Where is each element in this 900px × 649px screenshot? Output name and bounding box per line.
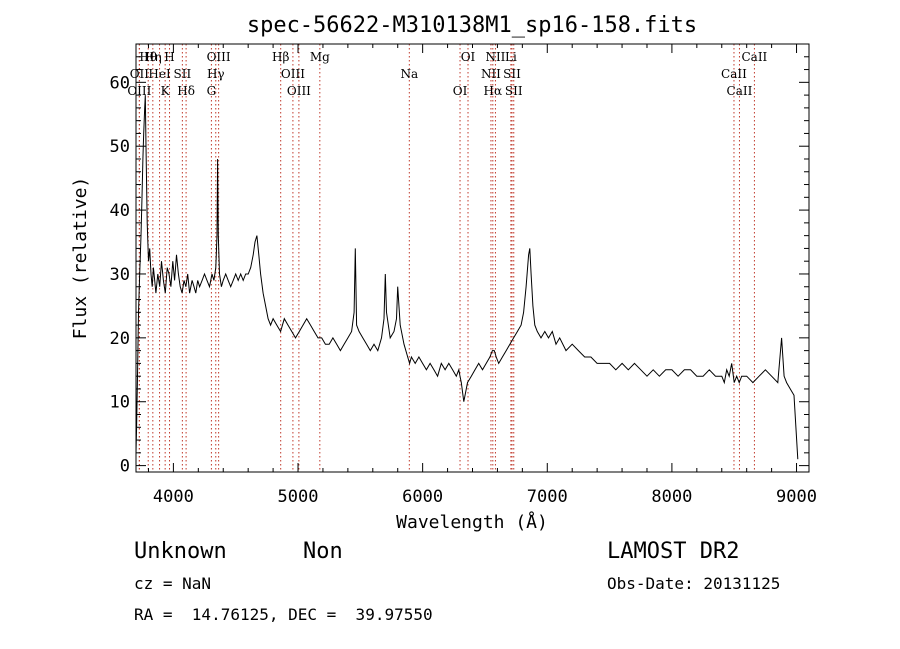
survey-name: LAMOST DR2 [607,539,739,564]
line-label: OIII [287,84,311,98]
x-axis-label: Wavelength (Å) [396,511,548,533]
y-tick-label: 0 [120,457,130,477]
spectrum-line [135,95,799,460]
line-label: Hγ [207,67,225,81]
line-label: OI [453,84,468,98]
cz-value: cz = NaN [134,574,211,593]
emission-line-labels: HθOIIOIIIHηHeIKHSIIHδOIIIHγGHβOIIIOIIIMg… [127,50,767,98]
y-tick-label: 30 [110,265,130,285]
y-tick-label: 20 [110,329,130,349]
line-label: OII [130,67,150,81]
x-tick-label: 9000 [776,487,817,507]
y-axis-label: Flux (relative) [70,177,91,340]
line-label: G [207,84,217,98]
line-label: OIII [127,84,151,98]
line-label: NII [485,50,505,64]
line-label: CaII [727,84,753,98]
line-label: H [164,50,174,64]
object-subclass: Non [303,539,343,564]
line-label: CaII [721,67,747,81]
y-axis-ticks: 0 10 20 30 40 50 60 [110,56,809,477]
line-label: OIII [281,67,305,81]
plot-frame [135,43,810,473]
y-tick-label: 40 [110,201,130,221]
emission-line-markers [138,44,755,472]
line-label: Hθ [139,50,157,64]
chart-title: spec-56622-M310138M1_sp16-158.fits [247,13,697,38]
x-tick-label: 5000 [278,487,319,507]
object-class: Unknown [134,539,227,564]
line-label: Hβ [272,50,289,64]
line-label: SII [503,67,521,81]
line-label: Mg [310,50,330,64]
x-axis-ticks: 4000 5000 6000 7000 8000 9000 [147,44,817,507]
line-label: Hη [144,50,162,64]
line-label: HeI [148,67,171,81]
line-label: SII [505,84,523,98]
line-label: OIII [207,50,231,64]
line-label: Na [400,67,418,81]
line-label: CaII [741,50,767,64]
line-label: K [161,84,171,98]
line-label: NII [481,67,501,81]
coordinates: RA = 14.76125, DEC = 39.97550 [134,605,433,624]
y-tick-label: 10 [110,393,130,413]
y-tick-label: 60 [110,73,130,93]
line-label: Li [505,50,517,64]
line-label: Hα [484,84,503,98]
line-label: SII [174,67,192,81]
line-label: Hδ [177,84,195,98]
obs-date: Obs-Date: 20131125 [607,574,780,593]
y-tick-label: 50 [110,137,130,157]
x-tick-label: 8000 [651,487,692,507]
x-tick-label: 7000 [527,487,568,507]
line-label: OI [461,50,476,64]
x-tick-label: 4000 [153,487,194,507]
x-tick-label: 6000 [402,487,443,507]
